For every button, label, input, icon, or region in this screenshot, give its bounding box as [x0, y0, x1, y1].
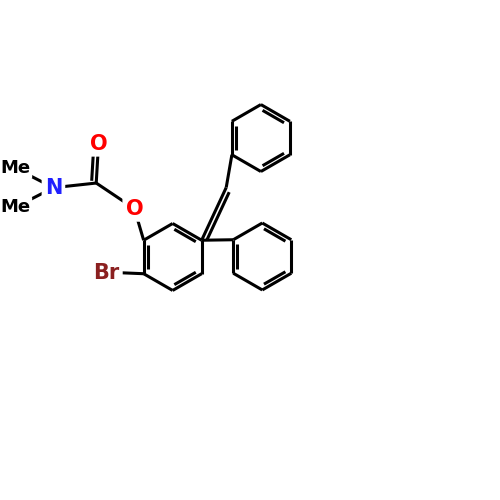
Text: Br: Br	[94, 263, 120, 283]
Text: O: O	[126, 198, 143, 218]
Text: O: O	[90, 134, 108, 154]
Text: Me: Me	[0, 198, 30, 216]
Text: Me: Me	[0, 159, 30, 177]
Text: N: N	[45, 178, 62, 198]
